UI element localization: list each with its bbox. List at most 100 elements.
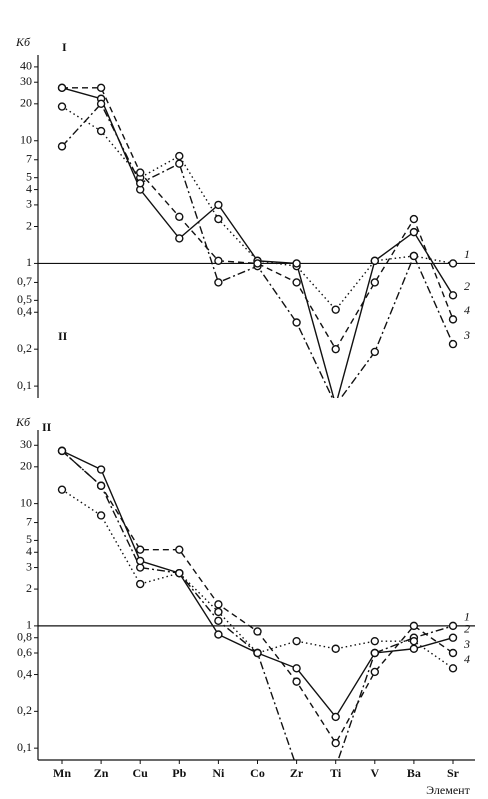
- series-line: [61, 450, 454, 719]
- data-point: [214, 616, 223, 626]
- series-label: 3: [463, 328, 470, 342]
- data-point: [331, 738, 340, 748]
- data-point: [96, 481, 106, 490]
- y-tick-label: 0,5: [17, 292, 32, 306]
- data-point: [214, 630, 223, 639]
- x-tick-label: Sr: [447, 766, 460, 780]
- data-point: [175, 545, 184, 554]
- y-tick-label: 3: [26, 559, 32, 573]
- data-point: [292, 636, 301, 646]
- data-point: [135, 579, 145, 589]
- data-point: [175, 151, 184, 161]
- series-line: [61, 489, 454, 669]
- data-point: [214, 600, 223, 609]
- y-tick-label: 1: [26, 255, 32, 269]
- series-label: 2: [464, 621, 470, 635]
- x-axis-label: Элемент: [426, 783, 470, 797]
- y-tick-label: 4: [26, 544, 32, 558]
- data-point: [292, 278, 301, 287]
- data-point: [96, 511, 106, 520]
- series-line: [61, 87, 454, 398]
- series-label: 1: [464, 610, 470, 624]
- data-point: [96, 465, 106, 474]
- y-tick-label: 5: [26, 169, 32, 183]
- data-point: [448, 664, 458, 673]
- data-point: [175, 568, 184, 578]
- region-label: II: [58, 329, 68, 343]
- data-point: [409, 251, 419, 261]
- data-point: [214, 200, 223, 210]
- data-point: [57, 83, 67, 93]
- data-point: [370, 256, 379, 266]
- data-point: [292, 664, 301, 673]
- data-point: [370, 648, 379, 658]
- series-label: 1: [464, 247, 470, 261]
- data-point: [253, 627, 262, 636]
- x-tick-label: Ni: [212, 766, 225, 780]
- panel-title: I: [62, 40, 67, 54]
- y-tick-label: 0,4: [17, 304, 32, 318]
- x-tick-label: Mn: [53, 766, 71, 780]
- data-point: [448, 291, 458, 300]
- series-label: 3: [463, 637, 470, 651]
- data-point: [409, 636, 419, 646]
- data-point: [370, 278, 379, 287]
- y-tick-label: 0,7: [17, 274, 32, 288]
- series-line: [61, 102, 454, 398]
- x-tick-label: Zr: [290, 766, 304, 780]
- y-tick-label: 20: [20, 96, 32, 110]
- data-point: [96, 83, 106, 93]
- y-tick-label: 3: [26, 197, 32, 211]
- x-tick-label: Pb: [172, 766, 186, 780]
- y-tick-label: 10: [20, 495, 32, 509]
- series-label: 2: [464, 279, 470, 293]
- data-point: [292, 677, 301, 686]
- data-point: [292, 318, 301, 327]
- series-label: 4: [464, 652, 470, 666]
- x-tick-label: Cu: [133, 766, 149, 780]
- data-point: [175, 234, 184, 243]
- data-point: [448, 315, 458, 324]
- y-axis-label: Kб: [15, 35, 31, 49]
- y-tick-label: 0,1: [17, 740, 32, 754]
- data-point: [57, 446, 67, 456]
- data-point: [331, 305, 340, 314]
- x-tick-label: Ti: [330, 766, 342, 780]
- y-tick-label: 40: [20, 59, 32, 73]
- x-tick-label: Zn: [94, 766, 109, 780]
- data-point: [448, 259, 458, 268]
- series-line: [61, 450, 454, 745]
- x-tick-label: V: [370, 766, 379, 780]
- y-tick-label: 0,2: [17, 341, 32, 355]
- y-tick-label: 7: [26, 152, 32, 166]
- data-point: [57, 102, 67, 111]
- y-tick-label: 1: [26, 618, 32, 632]
- data-point: [57, 485, 67, 494]
- data-point: [332, 402, 339, 409]
- data-point: [135, 168, 145, 177]
- data-point: [448, 621, 458, 631]
- x-tick-label: Co: [250, 766, 265, 780]
- series-line: [61, 450, 454, 760]
- data-point: [331, 644, 340, 653]
- x-tick-label: Ba: [407, 766, 421, 780]
- y-tick-label: 2: [26, 218, 32, 232]
- data-point: [332, 402, 339, 409]
- panel-title: II: [42, 420, 52, 434]
- data-point: [253, 259, 262, 268]
- data-point: [57, 142, 67, 151]
- data-point: [96, 126, 106, 136]
- data-point: [96, 99, 106, 109]
- data-point: [331, 712, 340, 722]
- y-tick-label: 0,8: [17, 629, 32, 643]
- y-axis-label: Kб: [15, 415, 31, 429]
- y-tick-label: 4: [26, 181, 32, 195]
- data-point: [214, 278, 223, 287]
- data-point: [409, 227, 419, 237]
- data-point: [135, 179, 145, 188]
- data-point: [409, 644, 419, 653]
- data-point: [370, 667, 379, 677]
- data-point: [214, 256, 223, 266]
- y-tick-label: 0,1: [17, 378, 32, 392]
- data-point: [135, 545, 145, 554]
